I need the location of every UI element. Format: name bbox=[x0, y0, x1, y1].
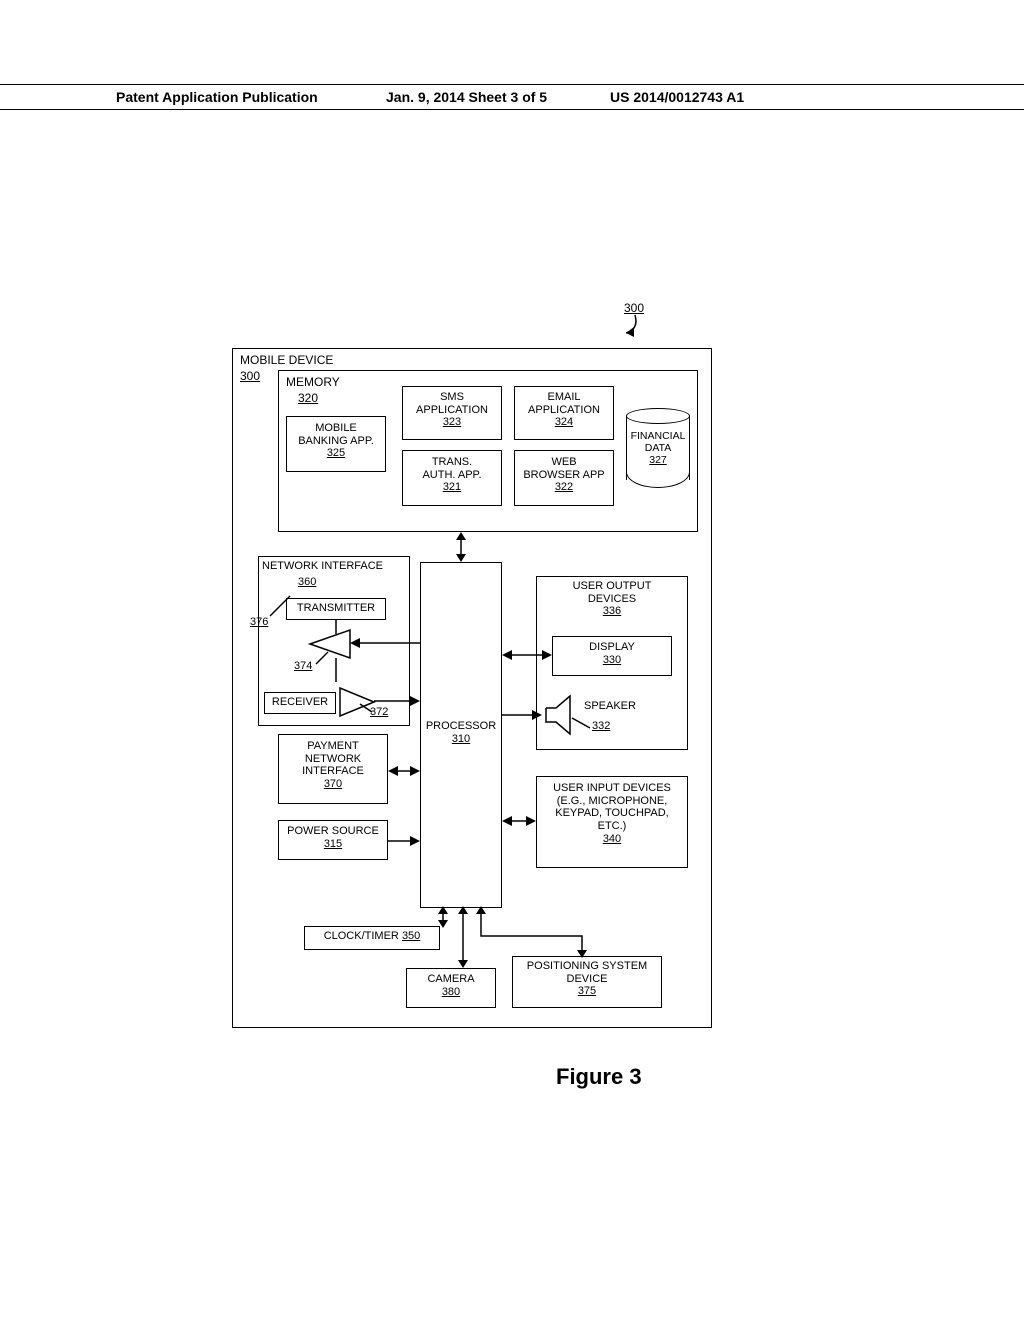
page-header: Patent Application Publication Jan. 9, 2… bbox=[0, 84, 1024, 110]
speaker-ref-line bbox=[572, 712, 596, 732]
t: 323 bbox=[443, 416, 461, 428]
t: PROCESSOR bbox=[426, 720, 496, 732]
t: APPLICATION bbox=[528, 404, 600, 416]
t: 336 bbox=[603, 605, 621, 617]
processor-label: PROCESSOR 310 bbox=[420, 720, 502, 745]
t: POSITIONING SYSTEM bbox=[527, 960, 647, 972]
t: INTERFACE bbox=[302, 765, 364, 777]
conn-receiver-processor bbox=[374, 694, 420, 708]
trans-auth-app-label: TRANS. AUTH. APP. 321 bbox=[402, 456, 502, 494]
t: WEB bbox=[551, 456, 576, 468]
transmitter-label: TRANSMITTER bbox=[286, 602, 386, 615]
figure-caption: Figure 3 bbox=[556, 1064, 642, 1090]
network-interface-title: NETWORK INTERFACE bbox=[262, 560, 410, 573]
payment-network-interface-label: PAYMENT NETWORK INTERFACE 370 bbox=[278, 740, 388, 791]
conn-processor-speaker bbox=[502, 708, 542, 722]
web-browser-app-label: WEB BROWSER APP 322 bbox=[514, 456, 614, 494]
conn-processor-clock bbox=[436, 906, 450, 928]
display-label: DISPLAY 330 bbox=[552, 641, 672, 666]
clock-timer-label: CLOCK/TIMER 350 bbox=[304, 930, 440, 943]
positioning-system-label: POSITIONING SYSTEM DEVICE 375 bbox=[512, 960, 662, 998]
page-container: Patent Application Publication Jan. 9, 2… bbox=[0, 0, 1024, 1320]
user-output-devices-label: USER OUTPUT DEVICES 336 bbox=[536, 580, 688, 618]
t: TRANS. bbox=[432, 456, 472, 468]
t: USER OUTPUT bbox=[573, 580, 652, 592]
antenna-network bbox=[286, 620, 396, 682]
t: DEVICES bbox=[588, 593, 636, 605]
conn-payment-processor bbox=[388, 764, 420, 778]
conn-processor-transmitter bbox=[350, 636, 420, 650]
figure-ref-number: 300 bbox=[624, 302, 644, 316]
memory-title: MEMORY bbox=[286, 376, 340, 390]
header-publication: Patent Application Publication bbox=[116, 89, 318, 105]
speaker-label: SPEAKER bbox=[584, 700, 664, 713]
conn-processor-camera bbox=[456, 906, 470, 968]
t: DISPLAY bbox=[589, 641, 635, 653]
t: PAYMENT bbox=[307, 740, 359, 752]
t: DEVICE bbox=[567, 973, 608, 985]
t: EMAIL bbox=[547, 391, 580, 403]
power-source-label: POWER SOURCE 315 bbox=[278, 825, 388, 850]
amp-374-ref: 374 bbox=[294, 660, 312, 673]
email-app-label: EMAIL APPLICATION 324 bbox=[514, 391, 614, 429]
figure-ref-arrow bbox=[612, 315, 652, 345]
financial-data-label: FINANCIAL DATA 327 bbox=[626, 430, 690, 466]
t: 322 bbox=[555, 481, 573, 493]
t: 380 bbox=[442, 986, 460, 998]
t: POWER SOURCE bbox=[287, 825, 379, 837]
sms-app-label: SMS APPLICATION 323 bbox=[402, 391, 502, 429]
t: 321 bbox=[443, 481, 461, 493]
mobile-device-title: MOBILE DEVICE bbox=[240, 354, 360, 368]
t: FINANCIAL bbox=[631, 430, 686, 442]
conn-memory-processor bbox=[454, 532, 468, 562]
t: BROWSER APP bbox=[523, 469, 604, 481]
t: CLOCK/TIMER bbox=[324, 930, 399, 942]
mobile-device-ref: 300 bbox=[240, 370, 280, 384]
t: 370 bbox=[324, 778, 342, 790]
t: 310 bbox=[452, 733, 470, 745]
network-interface-ref: 360 bbox=[298, 576, 316, 589]
t: 315 bbox=[324, 838, 342, 850]
header-pub-number: US 2014/0012743 A1 bbox=[610, 89, 744, 105]
mobile-banking-app-label: MOBILE BANKING APP. 325 bbox=[286, 422, 386, 460]
conn-processor-display bbox=[502, 648, 552, 662]
t: USER INPUT DEVICES bbox=[553, 782, 671, 794]
camera-label: CAMERA 380 bbox=[406, 973, 496, 998]
t: 340 bbox=[603, 833, 621, 845]
conn-processor-positioning bbox=[474, 906, 594, 958]
t: DATA bbox=[645, 442, 671, 454]
t: (E.G., MICROPHONE, bbox=[557, 795, 668, 807]
memory-ref: 320 bbox=[298, 392, 318, 406]
user-input-devices-label: USER INPUT DEVICES (E.G., MICROPHONE, KE… bbox=[536, 782, 688, 845]
t: 325 bbox=[327, 447, 345, 459]
t: 330 bbox=[603, 654, 621, 666]
t: 350 bbox=[402, 930, 420, 942]
t: KEYPAD, TOUCHPAD, bbox=[555, 807, 669, 819]
t: MOBILE bbox=[315, 422, 357, 434]
t: 324 bbox=[555, 416, 573, 428]
t: AUTH. APP. bbox=[422, 469, 481, 481]
t: 375 bbox=[578, 985, 596, 997]
transmitter-ref: 376 bbox=[250, 616, 268, 629]
conn-processor-userinput bbox=[502, 814, 536, 828]
header-date-sheet: Jan. 9, 2014 Sheet 3 of 5 bbox=[386, 89, 547, 105]
t: 327 bbox=[649, 454, 667, 466]
receiver-label: RECEIVER bbox=[264, 696, 336, 709]
t: NETWORK bbox=[305, 753, 361, 765]
t: CAMERA bbox=[427, 973, 474, 985]
t: ETC.) bbox=[598, 820, 627, 832]
t: APPLICATION bbox=[416, 404, 488, 416]
conn-power-processor bbox=[388, 834, 420, 848]
t: BANKING APP. bbox=[298, 435, 374, 447]
t: SMS bbox=[440, 391, 464, 403]
